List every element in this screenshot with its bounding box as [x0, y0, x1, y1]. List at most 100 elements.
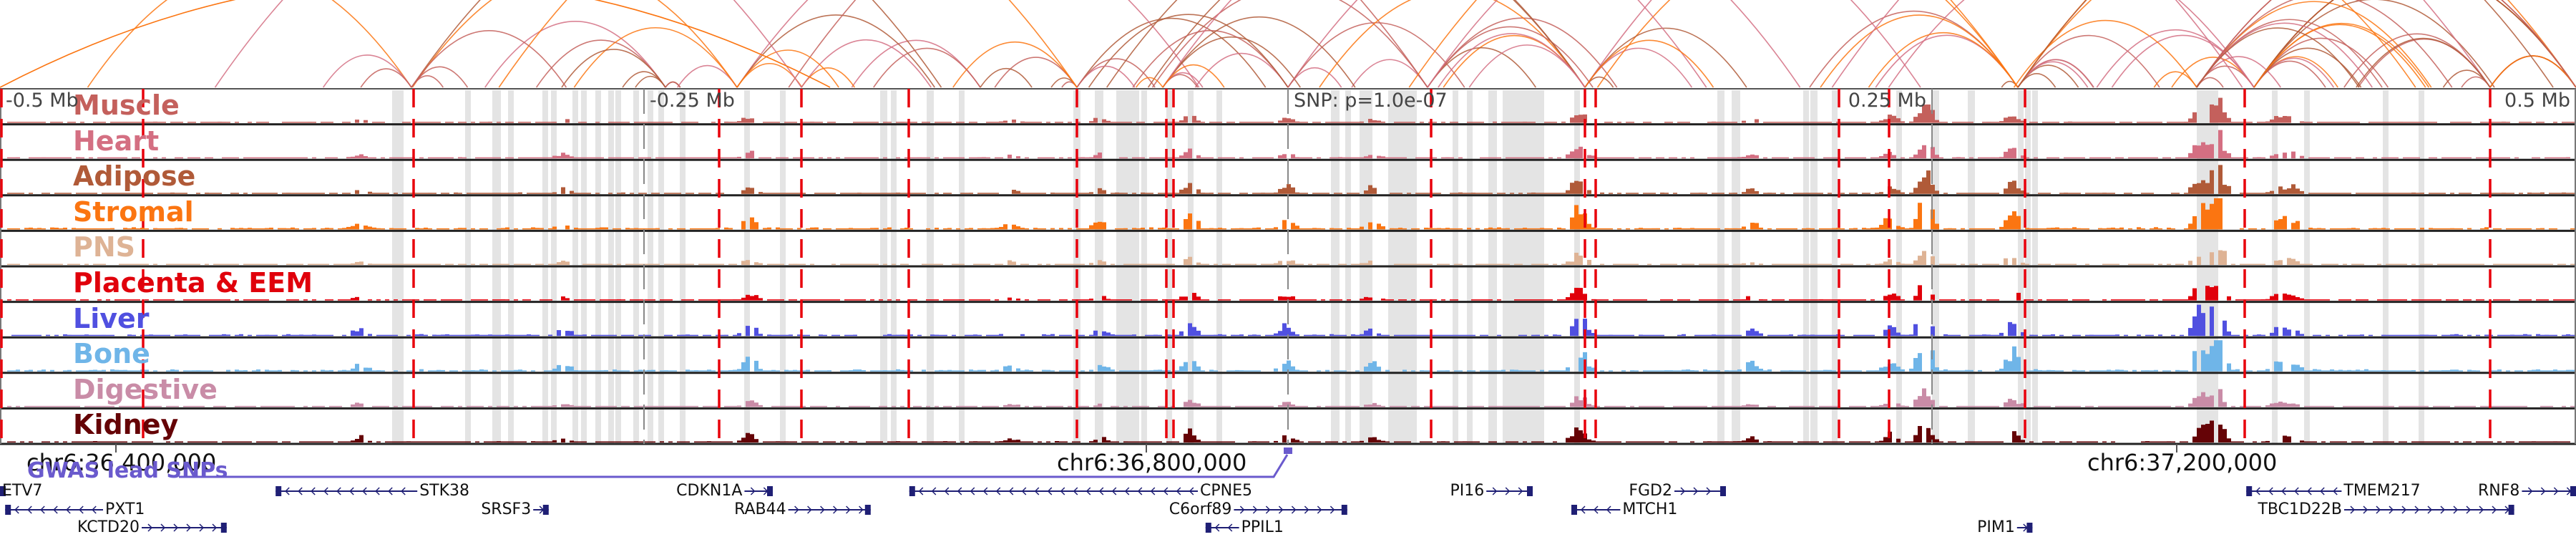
signal-bar [1999, 368, 2004, 372]
signal-bar [1909, 334, 1913, 337]
signal-bar [840, 263, 844, 265]
signal-bar [1918, 181, 1922, 194]
signal-bar [1377, 367, 1381, 372]
signal-bar [1810, 157, 1815, 159]
signal-bar [1536, 228, 1540, 230]
signal-bar [1772, 263, 1776, 265]
signal-bar [2115, 157, 2119, 159]
signal-bar [1845, 157, 1849, 159]
signal-bar [1355, 157, 1360, 159]
signal-bar [1849, 157, 1853, 159]
signal-bar [1145, 370, 1149, 372]
signal-bar [1196, 440, 1201, 442]
signal-bar [1201, 441, 1205, 442]
signal-bar [213, 441, 218, 442]
signal-bar [801, 193, 806, 194]
signal-bar [1398, 405, 1402, 407]
signal-bar [2420, 193, 2424, 194]
signal-bar [789, 228, 793, 230]
signal-bar [24, 122, 29, 123]
signal-bar [333, 263, 338, 265]
signal-bar [570, 405, 574, 407]
signal-bar [1085, 193, 1089, 194]
signal-bar [995, 193, 999, 194]
signal-bar [1291, 187, 1295, 194]
signal-bar [952, 441, 956, 442]
signal-bar [2004, 151, 2008, 159]
signal-bar [1514, 369, 1518, 372]
signal-bar [1201, 228, 1205, 230]
signal-bar [312, 370, 316, 372]
signal-bar [793, 263, 797, 265]
signal-bar [2356, 193, 2360, 194]
signal-bar [402, 193, 406, 194]
signal-bar [1875, 122, 1879, 123]
signal-bar [2304, 122, 2308, 123]
signal-bar [1561, 263, 1566, 265]
signal-bar [1621, 334, 1626, 337]
signal-bar [2360, 441, 2364, 442]
signal-bar [2218, 130, 2223, 159]
signal-bar [1647, 334, 1652, 337]
signal-bar [716, 193, 720, 194]
signal-bar [278, 405, 282, 407]
signal-bar [578, 193, 582, 194]
signal-bar [2549, 370, 2553, 372]
signal-bar [1162, 157, 1166, 159]
signal-bar [1411, 228, 1415, 230]
signal-bar [995, 441, 999, 442]
signal-bar [2429, 441, 2433, 442]
contact-arc [2017, 0, 2416, 88]
signal-bar [424, 193, 428, 194]
signal-bar [1690, 370, 1694, 372]
signal-bar [153, 370, 157, 372]
signal-bar [157, 299, 162, 301]
signal-bar [252, 157, 256, 159]
signal-bar [196, 441, 200, 442]
signal-bar [1862, 122, 1866, 123]
signal-bar [604, 227, 608, 230]
signal-bar [823, 334, 827, 337]
signal-bar [368, 440, 372, 442]
gene-tbc1d22b [2344, 505, 2514, 515]
signal-bar [982, 369, 986, 372]
signal-bar [720, 263, 724, 265]
signal-bar [505, 122, 509, 123]
signal-bar [432, 299, 436, 301]
signal-bar [1703, 263, 1707, 265]
signal-bar [1093, 117, 1098, 123]
signal-bar [273, 334, 278, 337]
signal-bar [857, 228, 862, 230]
signal-bar [205, 157, 209, 159]
signal-bar [1716, 228, 1720, 230]
signal-bar [827, 299, 831, 301]
signal-bar [1299, 157, 1304, 159]
signal-bar [2540, 370, 2545, 372]
signal-bar [595, 405, 600, 407]
signal-bar [29, 334, 33, 337]
signal-bar [711, 122, 716, 123]
signal-bar [814, 122, 819, 123]
signal-bar [20, 193, 24, 194]
signal-bar [2540, 122, 2545, 123]
signal-bar [196, 334, 200, 337]
signal-bar [1205, 405, 1209, 407]
signal-bar [617, 441, 621, 442]
signal-bar [1720, 122, 1724, 123]
signal-bar [1355, 228, 1360, 230]
signal-bar [600, 299, 604, 301]
signal-bar [1755, 439, 1759, 442]
signal-bar [2506, 370, 2510, 372]
signal-bar [2025, 157, 2029, 159]
signal-bar [1222, 157, 1226, 159]
signal-bar [1587, 223, 1591, 230]
signal-bar [535, 334, 540, 337]
signal-bar [2085, 263, 2089, 265]
signal-bar [1033, 228, 1038, 230]
signal-bar [471, 193, 475, 194]
signal-bar [2429, 370, 2433, 372]
signal-bar [458, 334, 462, 337]
signal-bar [1458, 157, 1463, 159]
signal-bar [252, 263, 256, 265]
signal-bar [123, 441, 127, 442]
